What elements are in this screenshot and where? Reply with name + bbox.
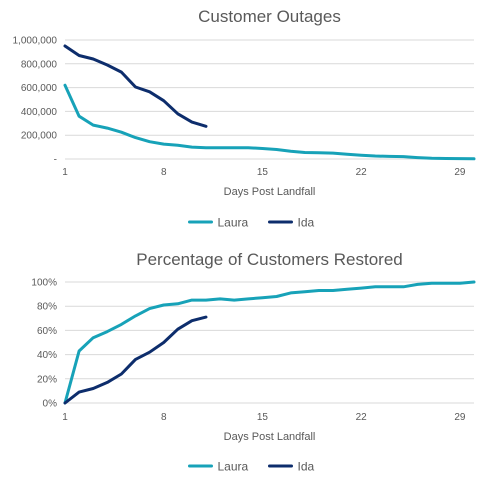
chart-2-legend-label-laura: Laura: [218, 460, 249, 474]
chart-2-x-tick-label: 1: [62, 412, 68, 423]
chart-1-x-tick-label: 8: [161, 167, 167, 178]
chart-2-x-tick-label: 22: [356, 412, 368, 423]
chart-1-title: Customer Outages: [198, 7, 341, 26]
chart-1-x-axis-label: Days Post Landfall: [224, 186, 316, 198]
chart-1-series-line-laura: [63, 83, 476, 161]
chart-1-y-tick-label: 200,000: [21, 131, 58, 142]
chart-2-x-tick-label: 8: [161, 412, 167, 423]
chart-1-series-line-ida: [63, 44, 208, 128]
chart-1-y-tick-label: 600,000: [21, 83, 58, 94]
chart-1-legend-label-laura: Laura: [218, 216, 249, 230]
chart-1-y-tick-label: 400,000: [21, 107, 58, 118]
chart-2-x-tick-label: 15: [257, 412, 269, 423]
chart-2-series-line-ida: [63, 315, 208, 405]
chart-1-x-tick-label: 29: [454, 167, 466, 178]
chart-2-title: Percentage of Customers Restored: [136, 250, 402, 269]
chart-2-y-tick-label: 40%: [37, 350, 57, 361]
chart-2-y-tick-label: 0%: [43, 399, 58, 410]
chart-2-y-tick-label: 100%: [31, 278, 57, 289]
chart-2-y-tick-label: 60%: [37, 326, 57, 337]
chart-1-legend-label-ida: Ida: [298, 216, 315, 230]
chart-2-y-tick-label: 20%: [37, 374, 57, 385]
chart-1-x-tick-label: 22: [356, 167, 368, 178]
chart-2-y-tick-label: 80%: [37, 302, 57, 313]
chart-1-x-tick-label: 15: [257, 167, 269, 178]
chart-2-series-line-laura: [63, 280, 476, 405]
chart-1-x-tick-label: 1: [62, 167, 68, 178]
chart-1-y-tick-label: 800,000: [21, 59, 58, 70]
chart-2-x-tick-label: 29: [454, 412, 466, 423]
chart-1-y-tick-label: -: [54, 155, 57, 166]
chart-2-legend-label-ida: Ida: [298, 460, 315, 474]
chart-1-y-tick-label: 1,000,000: [13, 36, 58, 47]
chart-2-x-axis-label: Days Post Landfall: [224, 431, 316, 443]
